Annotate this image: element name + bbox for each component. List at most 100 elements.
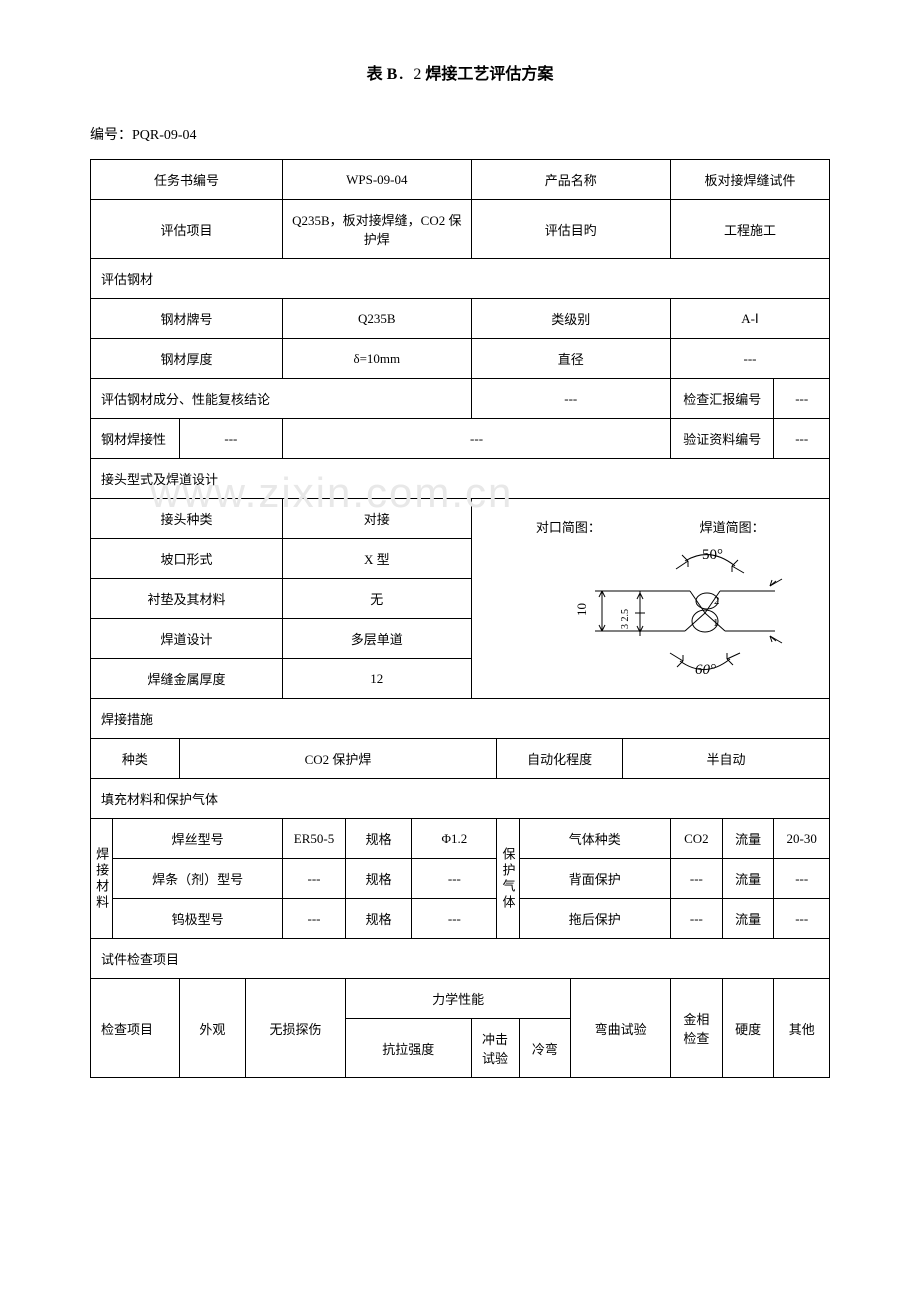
groove-diagram-label: 对口简图： bbox=[536, 517, 601, 536]
mechanical-label: 力学性能 bbox=[345, 979, 570, 1019]
trail-shield-label: 拖后保护 bbox=[519, 899, 670, 939]
impact-label: 冲击试验 bbox=[471, 1019, 519, 1078]
pass-diagram-label: 焊道简图： bbox=[700, 517, 765, 536]
weld-material-label: 焊接材料 bbox=[91, 819, 113, 939]
groove-form-label: 坡口形式 bbox=[91, 539, 283, 579]
groove-form-value: X 型 bbox=[283, 539, 471, 579]
weld-diagram-svg: 50° 60° bbox=[510, 541, 790, 681]
flow-label: 流量 bbox=[722, 819, 774, 859]
svg-text:2: 2 bbox=[714, 595, 720, 607]
test-item-label: 检查项目 bbox=[91, 979, 180, 1078]
thickness-label: 钢材厚度 bbox=[91, 339, 283, 379]
tungsten-spec-label: 规格 bbox=[345, 899, 412, 939]
svg-text:50°: 50° bbox=[702, 547, 723, 563]
table-row: 钢材厚度 δ=10mm 直径 --- bbox=[91, 339, 830, 379]
ndt-label: 无损探伤 bbox=[246, 979, 346, 1078]
other-label: 其他 bbox=[774, 979, 830, 1078]
composition-value: --- bbox=[471, 379, 670, 419]
tungsten-label: 钨极型号 bbox=[113, 899, 283, 939]
gas-type-value: CO2 bbox=[671, 819, 723, 859]
back-flow-value: --- bbox=[774, 859, 830, 899]
joint-type-value: 对接 bbox=[283, 499, 471, 539]
table-row: 检查项目 外观 无损探伤 力学性能 弯曲试验 金相检查 硬度 其他 bbox=[91, 979, 830, 1019]
class-value: A-Ⅰ bbox=[671, 299, 830, 339]
composition-label: 评估钢材成分、性能复核结论 bbox=[91, 379, 472, 419]
product-name-label: 产品名称 bbox=[471, 160, 670, 200]
electrode-label: 焊条（剂）型号 bbox=[113, 859, 283, 899]
verify-no-label: 验证资料编号 bbox=[671, 419, 774, 459]
diameter-label: 直径 bbox=[471, 339, 670, 379]
task-no-label: 任务书编号 bbox=[91, 160, 283, 200]
pass-design-label: 焊道设计 bbox=[91, 619, 283, 659]
trail-shield-value: --- bbox=[671, 899, 723, 939]
eval-purpose-value: 工程施工 bbox=[671, 200, 830, 259]
section-test: 试件检查项目 bbox=[91, 939, 830, 979]
table-row: 种类 CO2 保护焊 自动化程度 半自动 bbox=[91, 739, 830, 779]
section-method: 焊接措施 bbox=[91, 699, 830, 739]
diameter-value: --- bbox=[671, 339, 830, 379]
doc-no: PQR-09-04 bbox=[132, 128, 197, 143]
svg-text:3 2.5: 3 2.5 bbox=[620, 609, 631, 629]
tensile-label: 抗拉强度 bbox=[345, 1019, 471, 1078]
report-no-label: 检查汇报编号 bbox=[671, 379, 774, 419]
svg-text:10: 10 bbox=[574, 603, 589, 616]
electrode-spec-value: --- bbox=[412, 859, 497, 899]
metallographic-label: 金相检查 bbox=[671, 979, 723, 1078]
hardness-label: 硬度 bbox=[722, 979, 774, 1078]
thickness-value: δ=10mm bbox=[283, 339, 471, 379]
method-type-label: 种类 bbox=[91, 739, 180, 779]
table-row: 焊条（剂）型号 --- 规格 --- 背面保护 --- 流量 --- bbox=[91, 859, 830, 899]
automation-value: 半自动 bbox=[622, 739, 829, 779]
section-filler: 填充材料和保护气体 bbox=[91, 779, 830, 819]
weldability-value: --- bbox=[179, 419, 282, 459]
backing-label: 衬垫及其材料 bbox=[91, 579, 283, 619]
class-label: 类级别 bbox=[471, 299, 670, 339]
eval-purpose-label: 评估目旳 bbox=[471, 200, 670, 259]
table-row: 钢材焊接性 --- --- 验证资料编号 --- bbox=[91, 419, 830, 459]
back-flow-label: 流量 bbox=[722, 859, 774, 899]
task-no-value: WPS-09-04 bbox=[283, 160, 471, 200]
weld-thickness-value: 12 bbox=[283, 659, 471, 699]
trail-flow-label: 流量 bbox=[722, 899, 774, 939]
table-row: 评估项目 Q235B，板对接焊缝，CO2 保护焊 评估目旳 工程施工 bbox=[91, 200, 830, 259]
automation-label: 自动化程度 bbox=[497, 739, 623, 779]
section-joint: 接头型式及焊道设计 bbox=[91, 459, 830, 499]
section-material: 评估钢材 bbox=[91, 259, 830, 299]
pass-design-value: 多层单道 bbox=[283, 619, 471, 659]
svg-text:1: 1 bbox=[713, 617, 719, 629]
joint-diagram: 对口简图： 焊道简图： 50° 60° bbox=[471, 499, 829, 699]
wire-spec-label: 规格 bbox=[345, 819, 412, 859]
table-row: 接头种类 对接 对口简图： 焊道简图： 50° 60° bbox=[91, 499, 830, 539]
joint-type-label: 接头种类 bbox=[91, 499, 283, 539]
wire-model-value: ER50-5 bbox=[283, 819, 346, 859]
gas-type-label: 气体种类 bbox=[519, 819, 670, 859]
table-row: 任务书编号 WPS-09-04 产品名称 板对接焊缝试件 bbox=[91, 160, 830, 200]
electrode-spec-label: 规格 bbox=[345, 859, 412, 899]
weldability-mid: --- bbox=[283, 419, 671, 459]
wire-model-label: 焊丝型号 bbox=[113, 819, 283, 859]
verify-no-value: --- bbox=[774, 419, 830, 459]
table-row: 评估钢材成分、性能复核结论 --- 检查汇报编号 --- bbox=[91, 379, 830, 419]
steel-grade-label: 钢材牌号 bbox=[91, 299, 283, 339]
eval-item-label: 评估项目 bbox=[91, 200, 283, 259]
back-shield-label: 背面保护 bbox=[519, 859, 670, 899]
table-row: 钨极型号 --- 规格 --- 拖后保护 --- 流量 --- bbox=[91, 899, 830, 939]
trail-flow-value: --- bbox=[774, 899, 830, 939]
svg-text:60°: 60° bbox=[695, 662, 716, 678]
product-name-value: 板对接焊缝试件 bbox=[671, 160, 830, 200]
report-no-value: --- bbox=[774, 379, 830, 419]
table-row: 焊接材料 焊丝型号 ER50-5 规格 Φ1.2 保护气体 气体种类 CO2 流… bbox=[91, 819, 830, 859]
electrode-value: --- bbox=[283, 859, 346, 899]
steel-grade-value: Q235B bbox=[283, 299, 471, 339]
title-num: ．2 bbox=[397, 66, 421, 83]
backing-value: 无 bbox=[283, 579, 471, 619]
method-type-value: CO2 保护焊 bbox=[179, 739, 497, 779]
cold-bend-label: 冷弯 bbox=[519, 1019, 571, 1078]
title-suffix: 焊接工艺评估方案 bbox=[421, 66, 553, 83]
tungsten-value: --- bbox=[283, 899, 346, 939]
weld-thickness-label: 焊缝金属厚度 bbox=[91, 659, 283, 699]
back-shield-value: --- bbox=[671, 859, 723, 899]
tungsten-spec-value: --- bbox=[412, 899, 497, 939]
appearance-label: 外观 bbox=[179, 979, 246, 1078]
main-table: 任务书编号 WPS-09-04 产品名称 板对接焊缝试件 评估项目 Q235B，… bbox=[90, 159, 830, 1078]
